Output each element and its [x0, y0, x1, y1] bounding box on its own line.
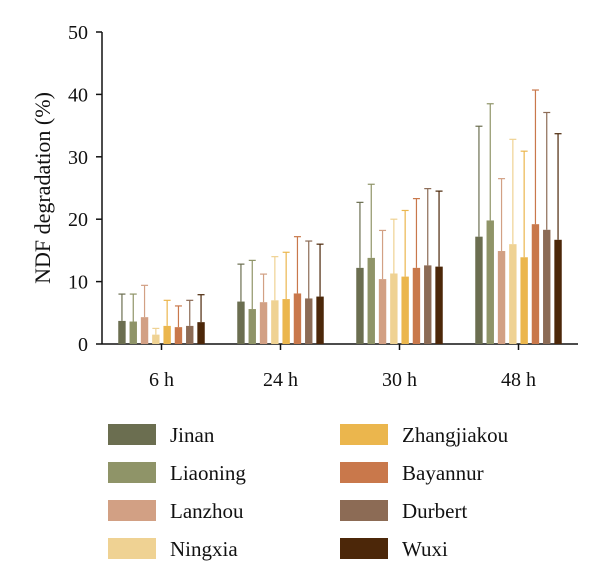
- bar-jinan-48h: [475, 236, 483, 344]
- bar-durbert-30h: [424, 265, 432, 344]
- bar-durbert-24h: [305, 298, 313, 344]
- x-tick-label: 48 h: [501, 369, 536, 391]
- chart-error-bars: [118, 89, 562, 335]
- legend-label-zhangjiakou: Zhangjiakou: [402, 423, 509, 447]
- legend-swatch-wuxi: [340, 538, 388, 559]
- y-tick-label: 40: [68, 84, 88, 106]
- legend-swatch-lanzhou: [108, 500, 156, 521]
- bar-wuxi-24h: [316, 296, 324, 344]
- legend-swatch-bayannur: [340, 462, 388, 483]
- bar-liaoning-6h: [129, 321, 137, 344]
- bar-bayannur-48h: [531, 224, 540, 344]
- x-tick-label: 6 h: [149, 369, 174, 391]
- y-tick-label: 10: [68, 272, 88, 294]
- bar-lanzhou-24h: [259, 302, 268, 344]
- legend-label-lanzhou: Lanzhou: [170, 499, 244, 523]
- bar-lanzhou-6h: [140, 317, 149, 344]
- bar-lanzhou-30h: [378, 279, 387, 344]
- y-axis-ticks: 0 10 20 30 40 50: [68, 22, 102, 356]
- y-tick-label: 30: [68, 147, 88, 169]
- chart-axes: [101, 32, 578, 345]
- legend-label-bayannur: Bayannur: [402, 461, 484, 485]
- bar-ningxia-6h: [152, 334, 160, 344]
- y-tick-label: 0: [78, 334, 88, 356]
- bar-liaoning-24h: [248, 309, 256, 344]
- bar-wuxi-30h: [435, 266, 443, 344]
- bar-zhangjiakou-48h: [520, 257, 528, 344]
- bar-ningxia-30h: [390, 273, 398, 344]
- legend-label-wuxi: Wuxi: [402, 537, 448, 561]
- bar-ningxia-24h: [271, 300, 279, 344]
- legend-swatch-liaoning: [108, 462, 156, 483]
- bar-zhangjiakou-30h: [401, 276, 409, 344]
- legend-swatch-ningxia: [108, 538, 156, 559]
- bar-bayannur-30h: [412, 267, 421, 344]
- legend-label-jinan: Jinan: [170, 423, 215, 447]
- legend-swatch-jinan: [108, 424, 156, 445]
- bar-lanzhou-48h: [497, 251, 506, 344]
- bar-wuxi-48h: [554, 239, 562, 344]
- legend-label-durbert: Durbert: [402, 499, 467, 523]
- chart-bars: [118, 220, 562, 344]
- bar-durbert-6h: [186, 325, 194, 344]
- bar-zhangjiakou-24h: [282, 299, 290, 344]
- x-tick-label: 30 h: [382, 369, 417, 391]
- legend-label-liaoning: Liaoning: [170, 461, 246, 485]
- bar-jinan-6h: [118, 320, 126, 344]
- legend-swatch-durbert: [340, 500, 388, 521]
- bar-bayannur-24h: [293, 293, 302, 344]
- bar-ningxia-48h: [509, 244, 517, 344]
- bar-bayannur-6h: [174, 327, 183, 344]
- bar-wuxi-6h: [197, 322, 205, 344]
- y-tick-label: 20: [68, 209, 88, 231]
- bar-liaoning-48h: [486, 220, 494, 344]
- legend-swatch-zhangjiakou: [340, 424, 388, 445]
- bar-durbert-48h: [543, 229, 551, 344]
- x-axis-ticks: 6 h 24 h 30 h 48 h: [149, 344, 536, 391]
- bar-jinan-30h: [356, 267, 364, 344]
- y-tick-label: 50: [68, 22, 88, 44]
- bar-liaoning-30h: [367, 257, 375, 344]
- y-axis-title: NDF degradation (%): [30, 92, 55, 284]
- x-tick-label: 24 h: [263, 369, 298, 391]
- legend-label-ningxia: Ningxia: [170, 537, 238, 561]
- chart-legend: Jinan Liaoning Lanzhou Ningxia Zhangjiakou Ba…: [108, 423, 509, 561]
- bar-zhangjiakou-6h: [163, 325, 171, 344]
- bar-jinan-24h: [237, 301, 245, 344]
